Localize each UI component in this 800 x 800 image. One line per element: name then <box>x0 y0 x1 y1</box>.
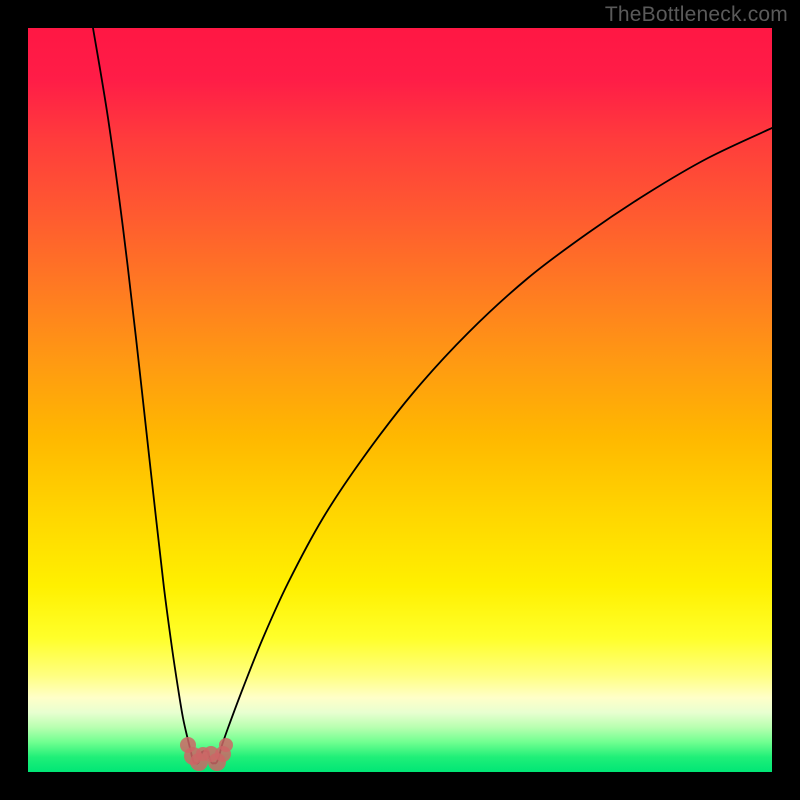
bottleneck-curve <box>28 28 772 772</box>
watermark-text: TheBottleneck.com <box>605 3 788 27</box>
data-marker <box>219 738 233 752</box>
chart-plot-area <box>28 28 772 772</box>
